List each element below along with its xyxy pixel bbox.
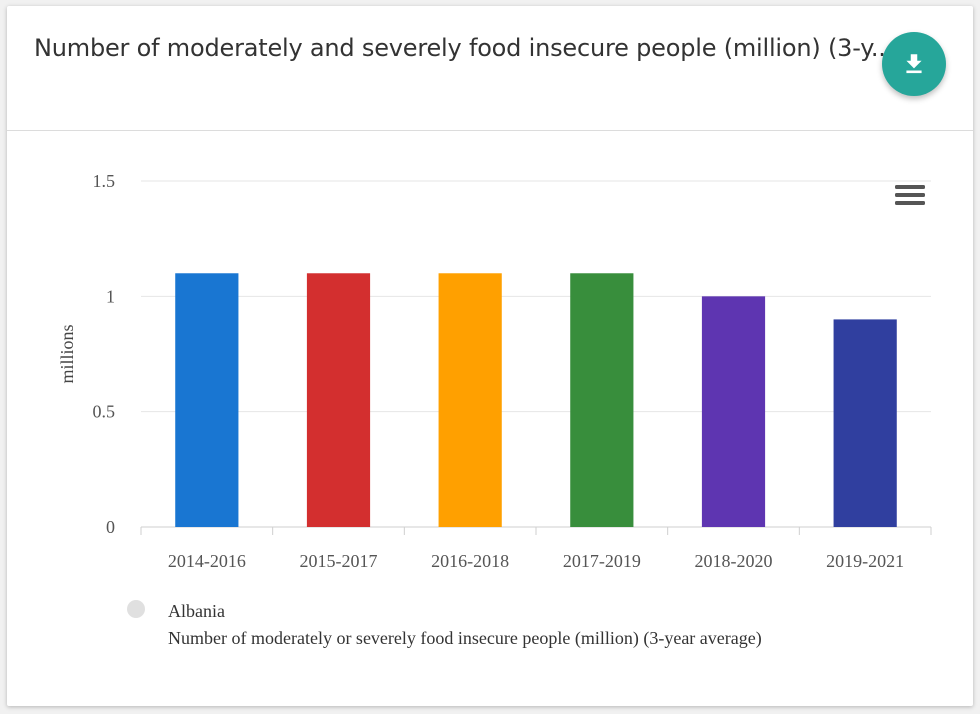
bar-2015-2017[interactable]	[306, 273, 371, 527]
y-tick-label: 0.5	[93, 402, 116, 422]
bar-2017-2019[interactable]	[570, 273, 634, 527]
chart-menu-button[interactable]	[891, 182, 925, 210]
bar-chart: 0 0.5 1 1.5 millions 2014-2016 2015-2017 2016-2…	[57, 171, 932, 649]
legend-series-name[interactable]: Albania	[168, 601, 225, 621]
chart-card-title: Number of moderately and severely food i…	[34, 34, 894, 62]
x-tick-label: 2018-2020	[695, 551, 773, 571]
chart-card: Number of moderately and severely food i…	[7, 6, 973, 706]
download-icon	[906, 54, 922, 74]
legend-marker[interactable]	[127, 600, 145, 618]
y-tick-label: 1.5	[93, 171, 116, 191]
y-tick-label: 1	[106, 286, 115, 306]
x-tick-label: 2019-2021	[826, 551, 904, 571]
y-axis-label: millions	[57, 324, 77, 383]
hamburger-menu-icon	[895, 185, 925, 205]
x-tick-label: 2014-2016	[168, 551, 246, 571]
card-header: Number of moderately and severely food i…	[7, 6, 973, 131]
bar-2014-2016[interactable]	[175, 273, 239, 527]
download-button[interactable]	[882, 32, 946, 96]
chart-area: 0 0.5 1 1.5 millions 2014-2016 2015-2017 2016-2…	[7, 131, 973, 706]
legend[interactable]: Albania Number of moderately or severely…	[127, 600, 762, 649]
x-tick-label: 2016-2018	[431, 551, 509, 571]
x-tick-label: 2015-2017	[300, 551, 378, 571]
x-tick-label: 2017-2019	[563, 551, 641, 571]
bar-2018-2020[interactable]	[701, 296, 766, 527]
legend-series-description: Number of moderately or severely food in…	[168, 628, 762, 649]
y-tick-label: 0	[106, 517, 115, 537]
bar-2016-2018[interactable]	[438, 273, 502, 527]
bar-2019-2021[interactable]	[833, 319, 897, 527]
